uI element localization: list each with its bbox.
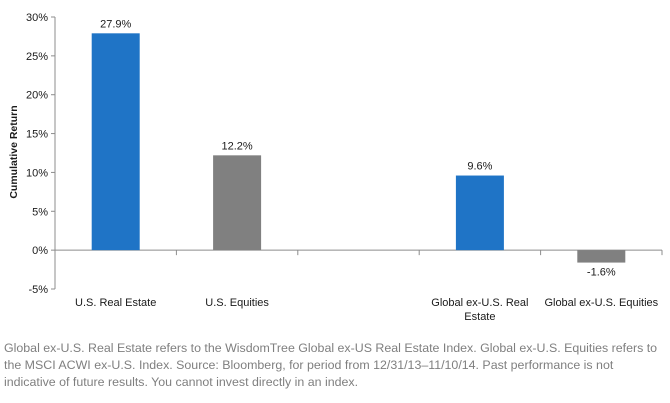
y-tick-label: 15% xyxy=(26,129,48,141)
value-label: -1.6% xyxy=(587,267,616,279)
bars xyxy=(91,33,626,263)
value-label: 9.6% xyxy=(467,161,492,173)
y-axis-title: Cumulative Return xyxy=(8,105,20,198)
x-category-label: Global ex-U.S. Equities xyxy=(544,297,658,309)
value-label: 27.9% xyxy=(100,18,131,30)
y-axis-title-group: Cumulative Return xyxy=(8,105,20,198)
footnote: Global ex-U.S. Real Estate refers to the… xyxy=(4,341,658,389)
y-tick-label: 25% xyxy=(26,51,48,63)
bar xyxy=(577,250,626,263)
bar xyxy=(91,33,140,251)
bar xyxy=(213,155,262,251)
x-category-label: U.S. Real Estate xyxy=(75,297,156,309)
y-tick-label: 20% xyxy=(26,90,48,102)
y-tick-label: 5% xyxy=(32,206,48,218)
y-tick-label: 0% xyxy=(32,245,48,257)
y-tick-label: 30% xyxy=(26,12,48,24)
bar xyxy=(455,175,504,251)
y-tick-label: 10% xyxy=(26,167,48,179)
axes: -5% 0% 5% 10% 15% 20% 25% 30% xyxy=(26,12,663,296)
x-category-label: Estate xyxy=(464,311,495,323)
y-tick-label: -5% xyxy=(28,284,48,296)
value-label: 12.2% xyxy=(221,140,252,152)
x-category-label: U.S. Equities xyxy=(205,297,269,309)
labels: 27.9% U.S. Real Estate 12.2% U.S. Equities 9… xyxy=(75,18,659,323)
x-category-label: Global ex-U.S. Real xyxy=(431,297,528,309)
bar-chart: Cumulative Return -5% 0% 5% 10% 15% 20% 25% 30%… xyxy=(8,12,663,323)
